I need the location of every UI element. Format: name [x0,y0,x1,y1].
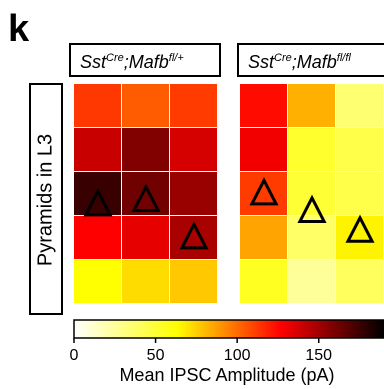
right-heatmap-cell [288,84,335,127]
left-heatmap-cell [170,260,217,303]
colorbar-tick-label: 0 [70,347,79,364]
colorbar-tick-label: 150 [305,347,332,364]
left-heatmap-cell [170,172,217,215]
right-heatmap-cell [240,128,287,171]
left-title-box [69,43,221,77]
right-heatmap-cell [336,84,383,127]
y-axis-label: Pyramids in L3 [34,134,56,266]
right-heatmap-cell [288,172,335,215]
right-heatmap-cell [288,128,335,171]
left-triangle-marker [179,221,209,250]
left-heatmap-cell [74,128,121,171]
left-heatmap-title: SstCre;Mafbfl/+ [80,52,184,72]
right-heatmap-cell [336,216,383,259]
left-heatmap-cell [122,128,169,171]
ylabel-box [29,83,63,315]
heatmap-left [74,84,217,303]
colorbar-ticks: 0 50 100 150 [70,338,332,364]
left-triangle-marker [131,183,161,212]
left-heatmap-cell [74,216,121,259]
left-heatmap-cell [74,84,121,127]
right-heatmap-title: SstCre;Mafbfl/fl [248,52,351,72]
right-heatmap-cell [336,172,383,215]
left-triangle-marker [83,188,113,217]
right-heatmap-cell [240,260,287,303]
right-heatmap-cell [288,216,335,259]
colorbar-tick-label: 100 [224,347,251,364]
left-heatmap-cell [170,84,217,127]
left-heatmap-cell [74,260,121,303]
right-triangle-marker [297,194,327,223]
right-heatmap-cell [240,216,287,259]
right-triangle-marker [345,214,375,243]
panel-letter: k [8,8,30,50]
left-heatmap-cell [122,84,169,127]
heatmap-right [240,84,383,303]
left-heatmap-cell [170,128,217,171]
right-triangle-marker [249,177,279,206]
right-heatmap-cell [336,260,383,303]
left-heatmap-cell [122,216,169,259]
right-heatmap-cell [288,260,335,303]
right-heatmap-cell [240,84,287,127]
colorbar-label: Mean IPSC Amplitude (pA) [119,365,334,385]
colorbar [73,319,384,339]
left-heatmap-cell [122,260,169,303]
left-heatmap-cell [122,172,169,215]
right-title-box [237,43,384,77]
right-heatmap-cell [336,128,383,171]
colorbar-tick-label: 50 [147,347,165,364]
